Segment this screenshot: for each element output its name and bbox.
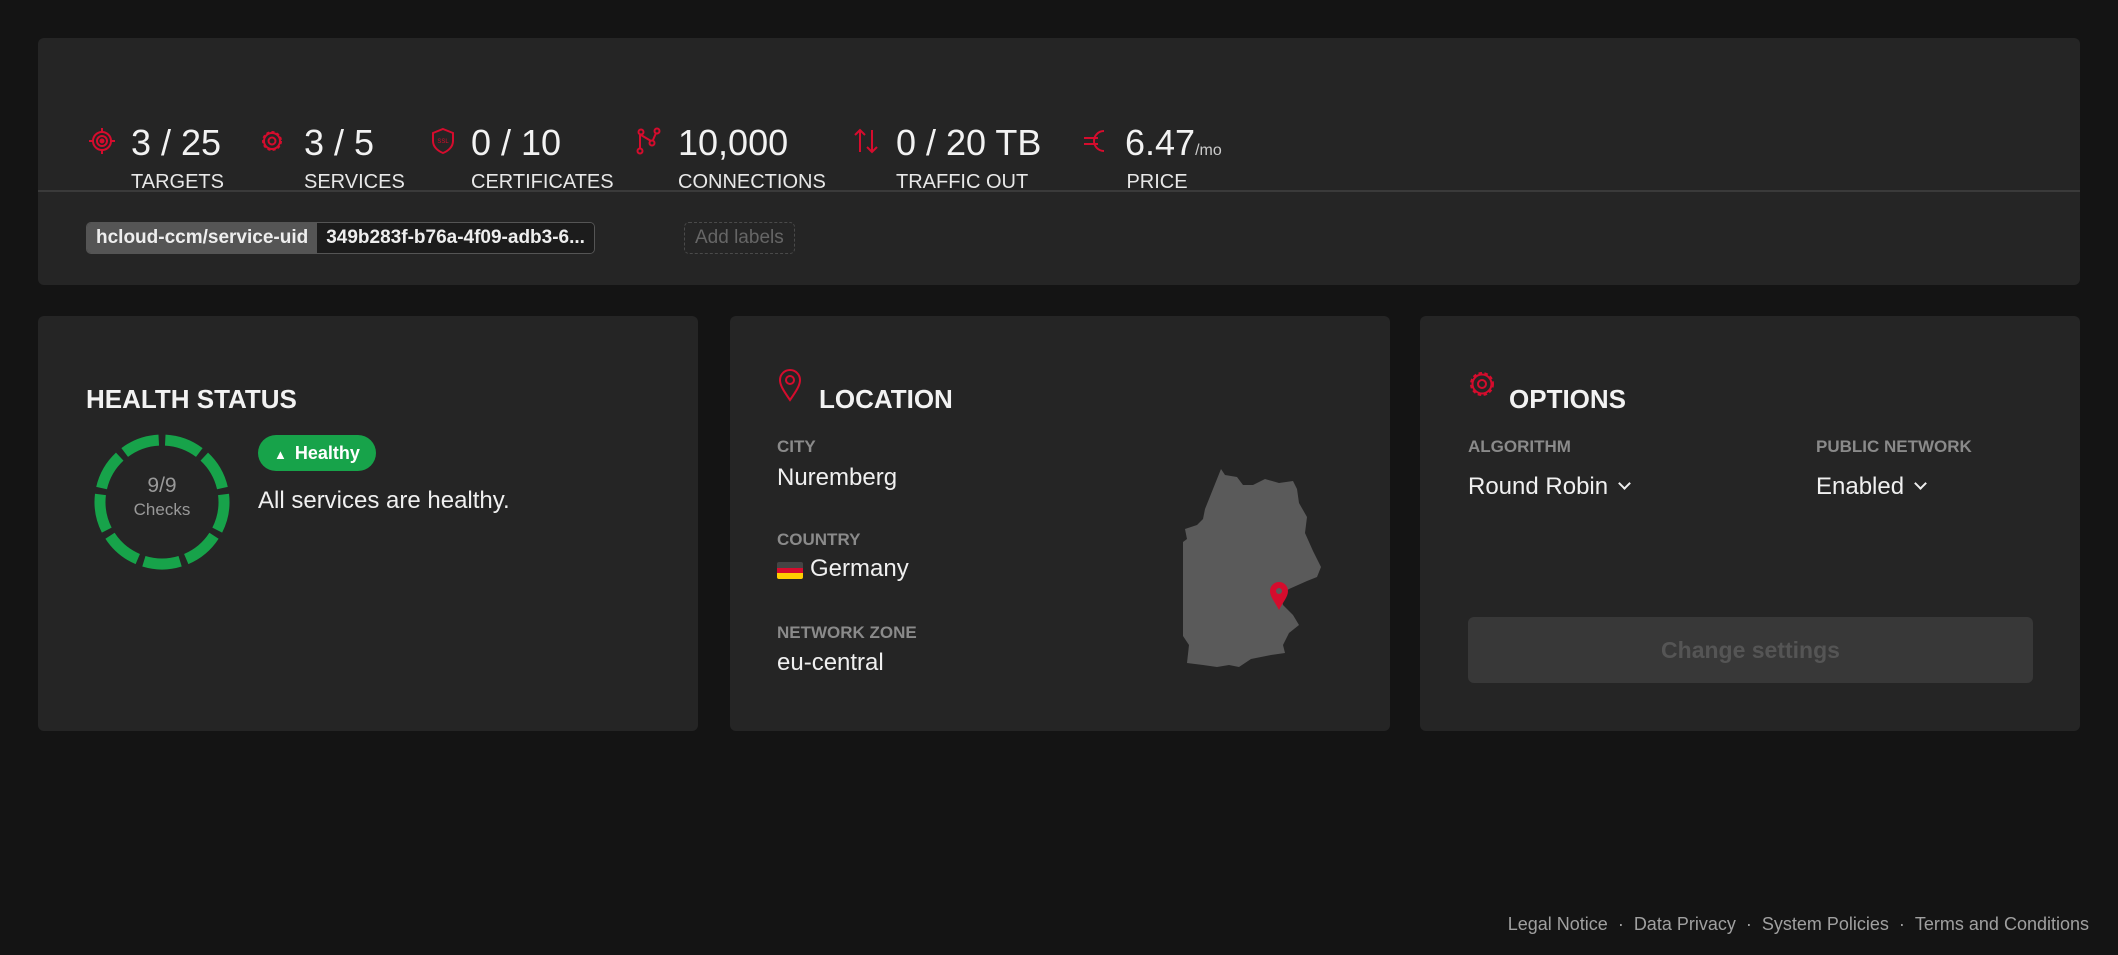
country-label: COUNTRY <box>777 530 861 549</box>
separator: · <box>1898 914 1905 934</box>
traffic-value: 0 / 20 TB <box>896 122 1042 163</box>
footer-link-system-policies[interactable]: System Policies <box>1761 914 1889 934</box>
health-check-segment <box>105 532 141 565</box>
city-label: CITY <box>777 437 816 456</box>
gear-icon <box>1470 372 1494 396</box>
price-label: PRICE <box>1126 171 1188 193</box>
separator: · <box>1617 914 1624 934</box>
algorithm-dropdown[interactable]: Round Robin <box>1468 473 1631 501</box>
price-value: 6.47/mo <box>1125 122 1222 164</box>
chevron-down-icon <box>1618 477 1631 490</box>
healthy-badge: ▲ Healthy <box>258 435 376 471</box>
separator: · <box>1745 914 1752 934</box>
zone-value: eu-central <box>777 649 884 676</box>
public-network-label: PUBLIC NETWORK <box>1816 437 1972 456</box>
health-title: HEALTH STATUS <box>86 384 297 414</box>
country-value: Germany <box>810 555 909 582</box>
triangle-up-icon: ▲ <box>274 447 287 462</box>
certificates-value: 0 / 10 <box>471 122 562 163</box>
certificates-label: CERTIFICATES <box>471 171 614 193</box>
germany-map <box>1183 469 1321 667</box>
health-message: All services are healthy. <box>258 487 510 514</box>
change-settings-button[interactable]: Change settings <box>1468 617 2033 683</box>
health-check-segment <box>183 532 219 565</box>
price-unit: /mo <box>1195 142 1222 159</box>
services-label: SERVICES <box>304 171 405 193</box>
health-check-segment <box>164 434 203 458</box>
algorithm-value: Round Robin <box>1468 473 1609 500</box>
health-checks-ring <box>94 434 230 570</box>
checks-count: 9/9 <box>147 474 177 497</box>
health-check-segment <box>142 555 182 570</box>
location-pin-icon <box>778 369 802 402</box>
traffic-label: TRAFFIC OUT <box>896 171 1029 193</box>
targets-label: TARGETS <box>131 171 224 193</box>
price-amount: 6.47 <box>1125 122 1196 163</box>
euro-icon <box>1084 130 1105 152</box>
options-title: OPTIONS <box>1509 384 1627 414</box>
health-check-segment <box>212 493 230 533</box>
gear-icon <box>262 131 282 151</box>
label-key: hcloud-ccm/service-uid <box>87 223 318 253</box>
public-network-value: Enabled <box>1816 473 1905 500</box>
options-card: OPTIONS ALGORITHM Round Robin PUBLIC NET… <box>1420 316 2080 731</box>
nuremberg-pin-icon <box>1270 582 1288 610</box>
connections-label: CONNECTIONS <box>678 171 826 193</box>
target-icon <box>89 128 115 154</box>
health-check-segment <box>200 452 228 490</box>
services-value: 3 / 5 <box>304 122 375 163</box>
add-labels-button[interactable]: Add labels <box>684 222 795 254</box>
footer-link-legal-notice[interactable]: Legal Notice <box>1507 914 1608 934</box>
public-network-dropdown[interactable]: Enabled <box>1816 473 1927 501</box>
connections-icon <box>636 127 661 155</box>
healthy-badge-label: Healthy <box>294 443 360 463</box>
divider <box>38 190 2080 192</box>
health-status-card: HEALTH STATUS 9/9 Checks ▲ Healthy All se… <box>38 316 698 731</box>
ssl-shield-icon: SSL <box>432 127 454 155</box>
svg-text:SSL: SSL <box>437 139 449 145</box>
algorithm-label: ALGORITHM <box>1468 437 1571 456</box>
health-check-segment <box>96 452 124 490</box>
health-check-segment <box>94 493 112 533</box>
label-value: 349b283f-b76a-4f09-adb3-6... <box>317 223 594 253</box>
location-title: LOCATION <box>819 384 953 414</box>
label-chip[interactable]: hcloud-ccm/service-uid 349b283f-b76a-4f0… <box>86 222 595 254</box>
germany-flag-icon <box>777 562 803 579</box>
connections-value: 10,000 <box>678 122 789 163</box>
chevron-down-icon <box>1914 477 1927 490</box>
checks-label: Checks <box>133 500 191 519</box>
footer: Legal Notice · Data Privacy · System Polic… <box>1508 914 2089 935</box>
footer-link-terms[interactable]: Terms and Conditions <box>1914 914 2089 934</box>
health-check-segment <box>121 434 160 458</box>
zone-label: NETWORK ZONE <box>777 623 917 642</box>
footer-link-data-privacy[interactable]: Data Privacy <box>1633 914 1736 934</box>
location-card: LOCATION CITY Nuremberg COUNTRY Germany … <box>730 316 1390 731</box>
summary-card: 3 / 25 TARGETS 3 / 5 SERVICES SSL 0 / 10… <box>38 38 2080 285</box>
city-value: Nuremberg <box>777 464 898 491</box>
targets-value: 3 / 25 <box>131 122 222 163</box>
traffic-arrows-icon <box>854 128 878 154</box>
